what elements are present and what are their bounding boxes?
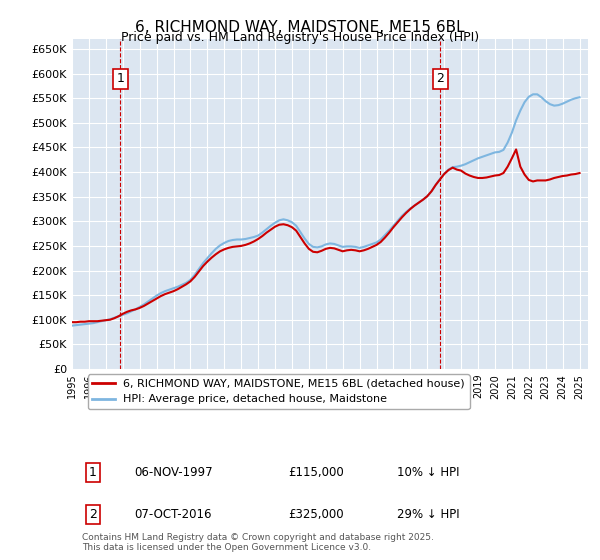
Text: Contains HM Land Registry data © Crown copyright and database right 2025.
This d: Contains HM Land Registry data © Crown c… <box>82 533 434 552</box>
Text: 06-NOV-1997: 06-NOV-1997 <box>134 466 212 479</box>
Text: 29% ↓ HPI: 29% ↓ HPI <box>397 508 460 521</box>
Text: 6, RICHMOND WAY, MAIDSTONE, ME15 6BL: 6, RICHMOND WAY, MAIDSTONE, ME15 6BL <box>135 20 465 35</box>
Text: £325,000: £325,000 <box>289 508 344 521</box>
Legend: 6, RICHMOND WAY, MAIDSTONE, ME15 6BL (detached house), HPI: Average price, detac: 6, RICHMOND WAY, MAIDSTONE, ME15 6BL (de… <box>88 375 470 409</box>
Text: 10% ↓ HPI: 10% ↓ HPI <box>397 466 460 479</box>
Text: 1: 1 <box>116 72 124 85</box>
Text: £115,000: £115,000 <box>289 466 344 479</box>
Text: 07-OCT-2016: 07-OCT-2016 <box>134 508 211 521</box>
Text: 2: 2 <box>89 508 97 521</box>
Text: 1: 1 <box>89 466 97 479</box>
Text: Price paid vs. HM Land Registry's House Price Index (HPI): Price paid vs. HM Land Registry's House … <box>121 31 479 44</box>
Text: 2: 2 <box>436 72 444 85</box>
